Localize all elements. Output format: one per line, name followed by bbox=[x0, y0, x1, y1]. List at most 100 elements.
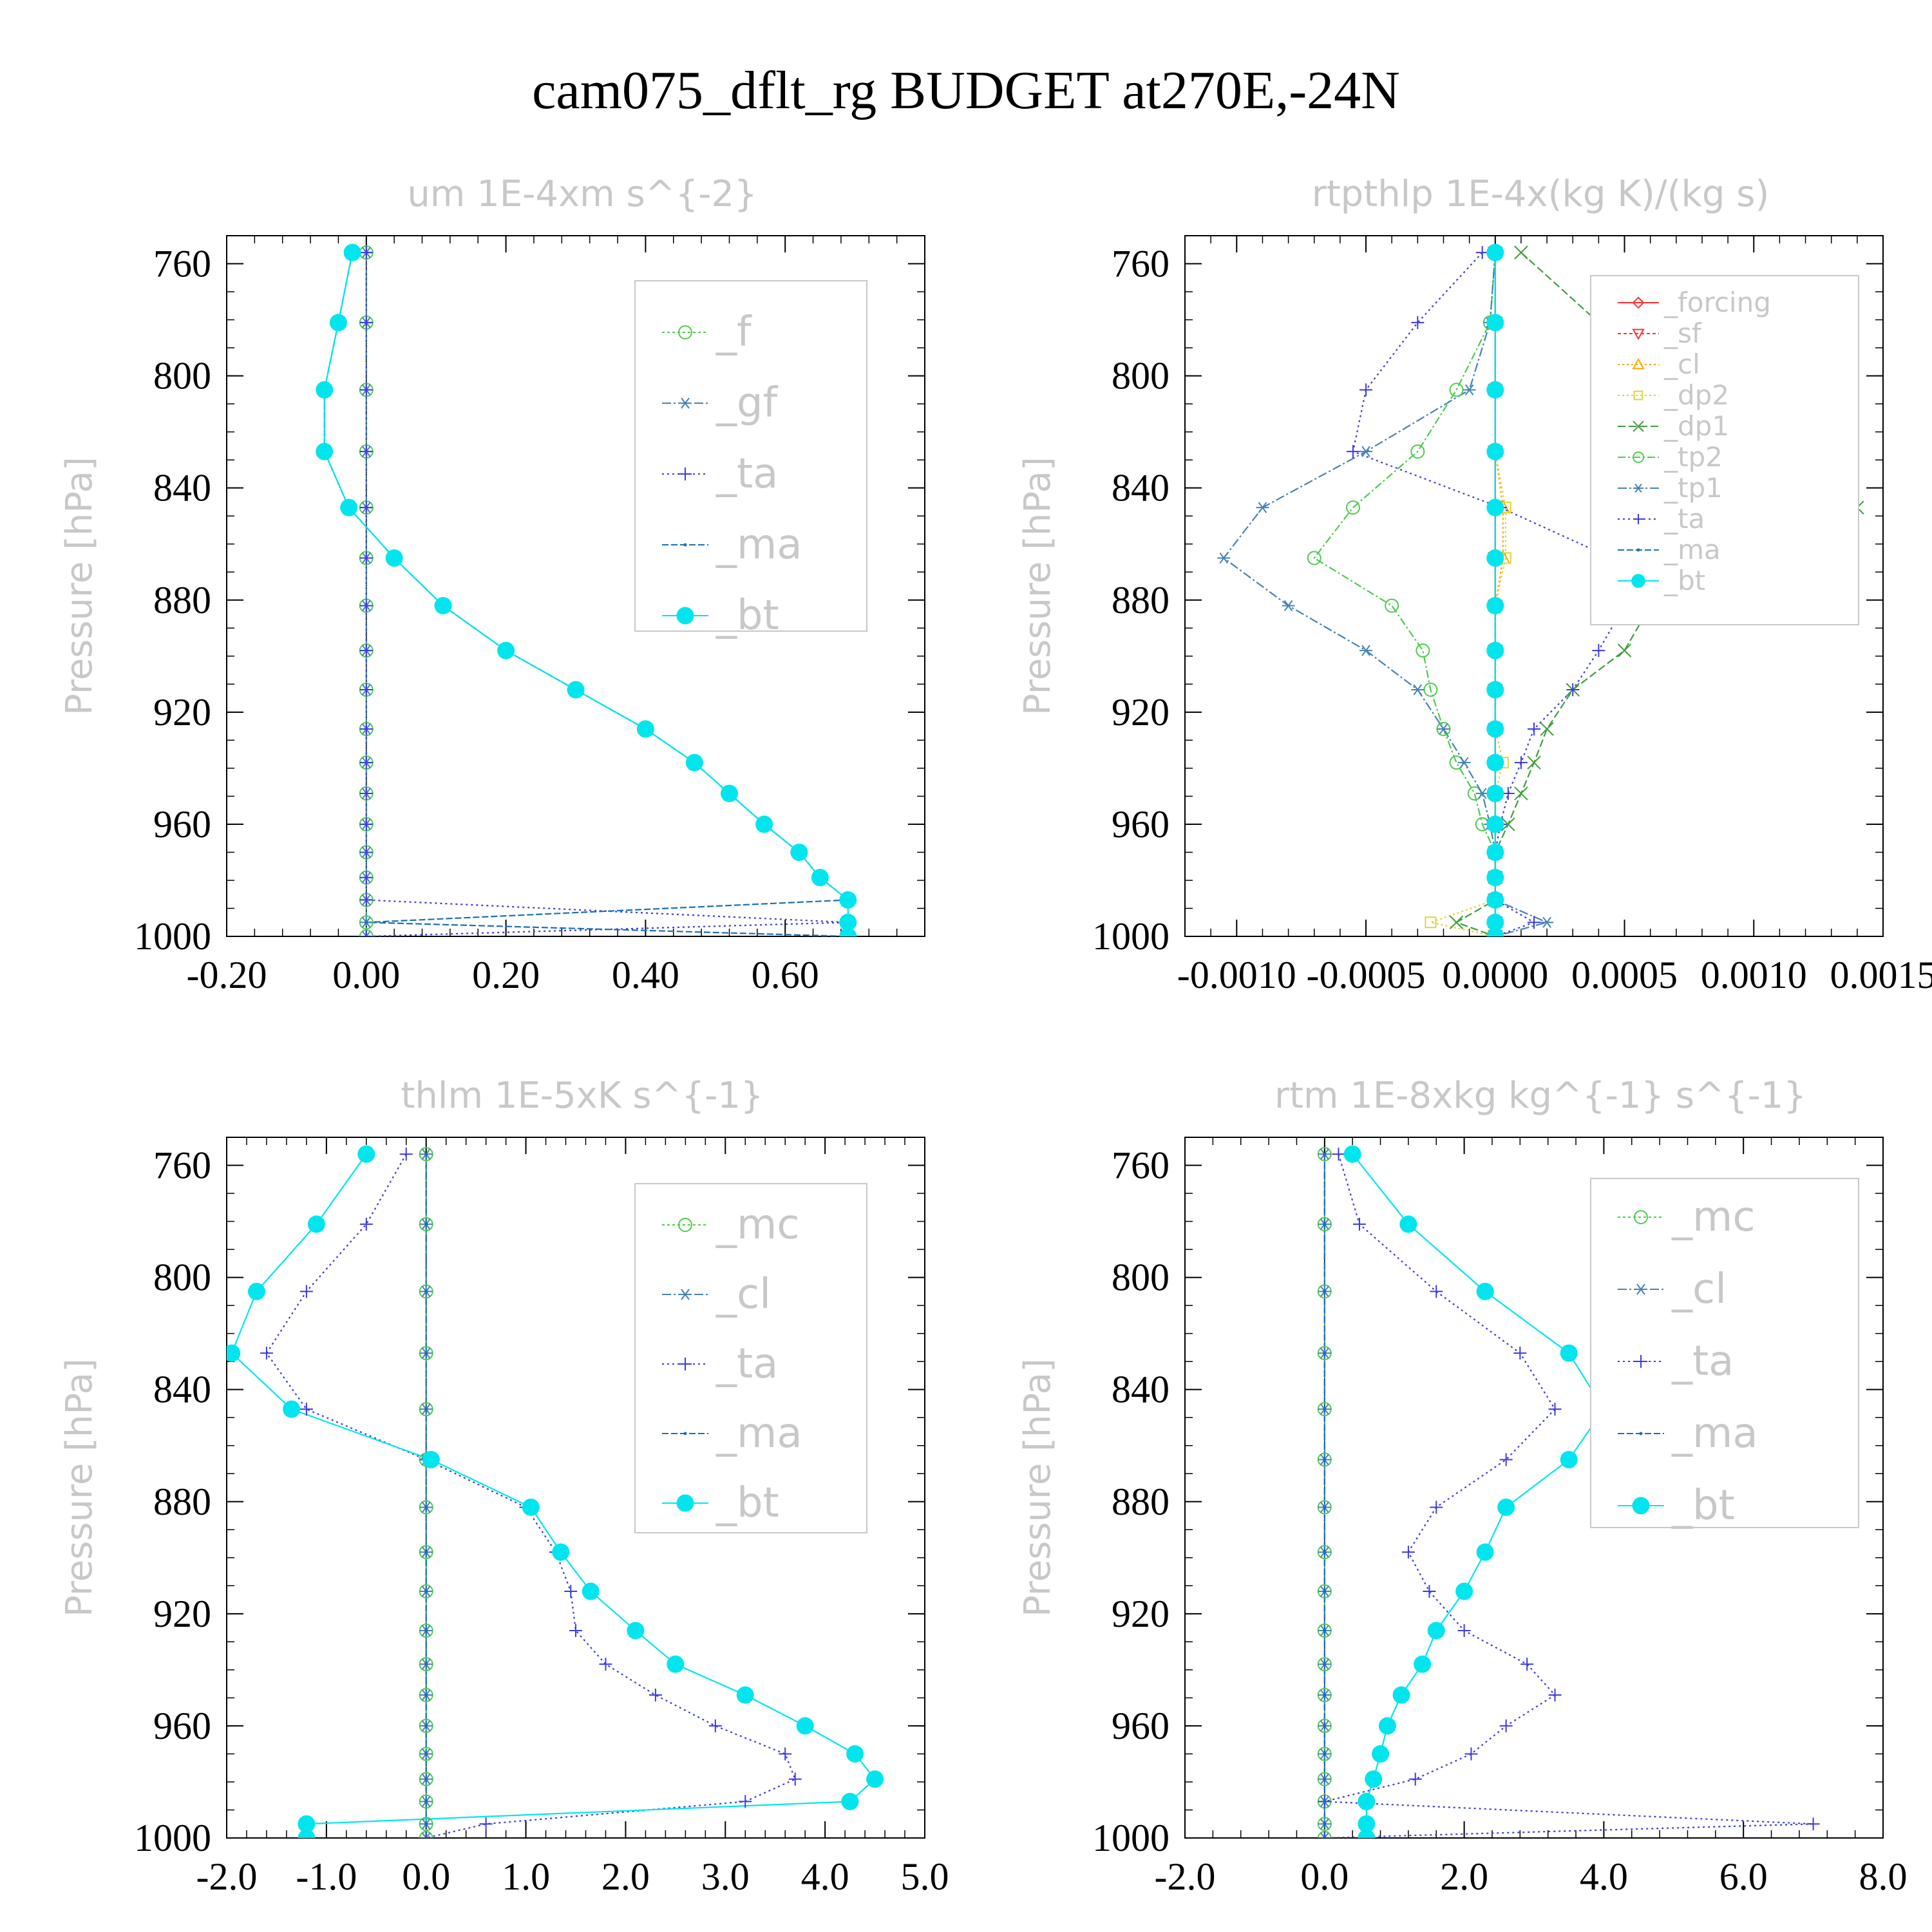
y-tick-label: 920 bbox=[1112, 1593, 1170, 1635]
data-point-ta bbox=[1499, 1453, 1513, 1466]
data-point-ma bbox=[1323, 1550, 1327, 1554]
legend-marker bbox=[1633, 514, 1643, 524]
legend-entry: _cl bbox=[715, 1271, 771, 1318]
figure-title: cam075_dflt_rg BUDGET at270E,-24N bbox=[532, 61, 1400, 120]
data-point-tp1 bbox=[1359, 645, 1373, 656]
data-point-ta bbox=[1346, 445, 1359, 459]
data-point-bt bbox=[1455, 1582, 1473, 1600]
y-axis-label: Pressure [hPa] bbox=[59, 1358, 100, 1617]
data-point-ta bbox=[1514, 756, 1528, 770]
data-point-bt bbox=[1358, 1815, 1376, 1833]
data-point-bt bbox=[247, 1282, 265, 1300]
legend-entry: _bt bbox=[1671, 1482, 1735, 1530]
legend-marker bbox=[1632, 296, 1645, 309]
data-point-bt bbox=[1378, 1717, 1396, 1735]
data-point-bt bbox=[1486, 843, 1504, 861]
data-point-ta bbox=[299, 1285, 313, 1298]
x-tick-label: 6.0 bbox=[1719, 1855, 1768, 1898]
data-point-ta bbox=[1359, 383, 1373, 397]
data-point-bt bbox=[866, 1770, 884, 1788]
data-point-tp1 bbox=[1437, 723, 1450, 735]
y-tick-label: 880 bbox=[153, 1481, 211, 1523]
legend-marker bbox=[1633, 390, 1643, 401]
data-point-bt bbox=[1486, 784, 1504, 802]
legend-marker bbox=[678, 325, 692, 339]
data-point-bt bbox=[1560, 1450, 1578, 1468]
data-point-bt bbox=[1486, 442, 1504, 460]
data-point-ma bbox=[1323, 1799, 1327, 1803]
data-point-ta bbox=[359, 644, 373, 658]
series-line-dp2 bbox=[1428, 252, 1506, 936]
y-tick-label: 880 bbox=[1112, 1481, 1170, 1523]
data-point-ta bbox=[569, 1624, 582, 1637]
data-point-bt bbox=[1392, 1686, 1410, 1704]
legend: _mc _cl _ta _ma _bt bbox=[1590, 1178, 1859, 1530]
data-point-ta bbox=[359, 316, 373, 329]
data-point-ma bbox=[424, 1724, 428, 1728]
data-point-bt bbox=[1486, 720, 1504, 738]
data-point-ma bbox=[1323, 1752, 1327, 1756]
legend-marker bbox=[1632, 357, 1645, 370]
data-point-ta bbox=[1430, 1501, 1443, 1514]
y-tick-label: 960 bbox=[1112, 803, 1170, 846]
y-tick-label: 920 bbox=[153, 1593, 211, 1635]
data-point-bt bbox=[755, 815, 773, 833]
data-point-ta bbox=[1548, 1689, 1562, 1702]
y-tick-label: 1000 bbox=[1092, 915, 1170, 958]
data-point-ta bbox=[359, 871, 373, 884]
data-point-ma bbox=[424, 1351, 428, 1355]
data-point-ta bbox=[1411, 316, 1425, 329]
data-point-tp2 bbox=[1423, 683, 1438, 697]
data-point-tp1 bbox=[1282, 600, 1295, 612]
legend-marker bbox=[1633, 421, 1644, 432]
data-point-bt bbox=[839, 913, 857, 931]
legend-marker bbox=[1634, 1283, 1647, 1295]
data-point-tp2 bbox=[1410, 444, 1425, 459]
data-point-ma bbox=[424, 1693, 428, 1697]
data-point-bt bbox=[552, 1543, 570, 1561]
y-axis-label: Pressure [hPa] bbox=[1017, 1358, 1059, 1617]
x-tick-label: 2.0 bbox=[601, 1855, 650, 1898]
y-tick-label: 760 bbox=[153, 1144, 211, 1187]
data-point-dp1 bbox=[1501, 817, 1515, 831]
series-line-ta bbox=[265, 1153, 797, 1838]
data-point-bt bbox=[1476, 1282, 1494, 1300]
x-tick-label: -1.0 bbox=[296, 1855, 357, 1898]
y-axis-label: Pressure [hPa] bbox=[1017, 457, 1059, 715]
legend: _forcing_sf_cl_dp2_dp1_tp2_tp1_ta_ma_bt bbox=[1590, 275, 1859, 625]
panel-title: thlm 1E-5xK s^{-1} bbox=[401, 1075, 763, 1117]
data-point-ma bbox=[424, 1629, 428, 1633]
data-point-ta bbox=[359, 246, 373, 260]
x-tick-label: -0.0005 bbox=[1307, 954, 1426, 996]
y-tick-label: 760 bbox=[153, 243, 211, 285]
data-point-bt bbox=[1365, 1770, 1383, 1788]
data-point-cl bbox=[419, 1832, 433, 1838]
y-tick-label: 920 bbox=[1112, 691, 1170, 734]
data-point-ta bbox=[1464, 1747, 1478, 1761]
legend-marker bbox=[678, 1218, 692, 1232]
data-point-bt bbox=[736, 1686, 754, 1704]
data-point-ma bbox=[424, 1152, 428, 1156]
x-tick-label: 3.0 bbox=[701, 1855, 750, 1898]
y-tick-label: 760 bbox=[1112, 1144, 1170, 1187]
data-point-bt bbox=[1560, 1344, 1578, 1362]
data-point-ta bbox=[1592, 644, 1605, 658]
data-point-bt bbox=[298, 1829, 316, 1838]
y-tick-label: 920 bbox=[153, 691, 211, 734]
data-point-ma bbox=[1323, 1589, 1327, 1593]
data-point-ta bbox=[359, 1217, 373, 1231]
y-tick-label: 960 bbox=[1112, 1705, 1170, 1747]
data-point-ta bbox=[1548, 1403, 1562, 1416]
data-point-ma bbox=[1323, 1407, 1327, 1411]
panel-title: um 1E-4xm s^{-2} bbox=[407, 173, 757, 215]
series-line-tp2 bbox=[1313, 252, 1496, 936]
y-tick-label: 1000 bbox=[1092, 1817, 1170, 1859]
data-point-bt bbox=[811, 869, 829, 887]
data-point-bt bbox=[1497, 1498, 1515, 1516]
legend-marker bbox=[1634, 1210, 1648, 1224]
x-tick-label: 8.0 bbox=[1859, 1855, 1908, 1898]
data-point-bt bbox=[667, 1655, 685, 1673]
chart-panel-3: 760 800 840 880 920 960 1000-2.0 -1.0 0.0 1.0 2.0 3… bbox=[59, 1075, 949, 1898]
data-point-ma bbox=[1323, 1836, 1327, 1838]
y-tick-label: 880 bbox=[153, 579, 211, 621]
